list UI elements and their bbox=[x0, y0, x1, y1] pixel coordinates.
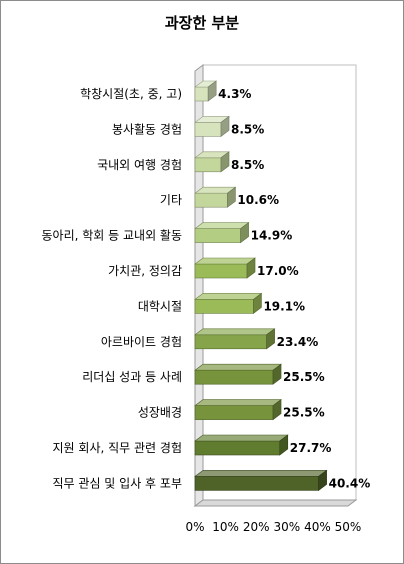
category-label: 성장배경 bbox=[138, 406, 182, 420]
category-label: 직무 관심 및 입사 후 포부 bbox=[53, 476, 182, 490]
value-labels: 4.3% 8.5% 8.5% 10.6% 14.9% 17.0% 19.1% 23.4% 25.… bbox=[218, 87, 370, 490]
bar bbox=[194, 80, 218, 102]
bar-front bbox=[194, 369, 274, 385]
bar-front bbox=[194, 157, 222, 173]
data-label: 19.1% bbox=[263, 299, 305, 313]
category-label: 국내외 여행 경험 bbox=[97, 157, 182, 172]
bar bbox=[194, 363, 282, 385]
bar-end bbox=[272, 363, 282, 385]
bars-group bbox=[194, 80, 328, 491]
bar-end bbox=[246, 257, 256, 279]
bar-front bbox=[194, 228, 241, 243]
bar bbox=[194, 469, 328, 491]
data-label: 25.5% bbox=[283, 406, 325, 420]
x-tick-label: 40% bbox=[304, 520, 331, 534]
bar-end bbox=[227, 186, 236, 208]
x-tick-label: 50% bbox=[335, 520, 362, 534]
bar-top bbox=[194, 328, 276, 336]
bar-end bbox=[279, 434, 289, 456]
chart-title: 과장한 부분 bbox=[165, 14, 239, 32]
bar bbox=[194, 222, 250, 244]
category-label: 동아리, 학회 등 교내외 활동 bbox=[41, 229, 182, 243]
data-label: 4.3% bbox=[218, 87, 251, 101]
data-label: 17.0% bbox=[257, 264, 299, 278]
category-label: 대학시절 bbox=[138, 299, 182, 313]
bar-end bbox=[220, 115, 230, 137]
bar-end bbox=[240, 222, 249, 244]
bar-top bbox=[194, 222, 250, 229]
floor bbox=[193, 499, 358, 507]
bar-end bbox=[266, 328, 275, 350]
category-label: 리더십 성과 등 사례 bbox=[82, 370, 182, 384]
data-label: 10.6% bbox=[237, 193, 279, 207]
bar-front bbox=[194, 334, 267, 350]
bar-front bbox=[194, 122, 222, 137]
bar-top bbox=[194, 470, 328, 477]
x-tick-label: 0% bbox=[185, 520, 204, 534]
x-tick-labels: 0% 10% 20% 30% 40% 50% bbox=[185, 520, 361, 534]
data-label: 8.5% bbox=[231, 122, 264, 136]
data-label: 25.5% bbox=[283, 370, 325, 384]
bar-top bbox=[194, 399, 282, 406]
bar-end bbox=[207, 80, 217, 102]
bar-end bbox=[253, 292, 262, 314]
bar-end bbox=[220, 151, 230, 173]
category-label: 지원 회사, 직무 관련 경험 bbox=[53, 441, 182, 455]
category-label: 기타 bbox=[160, 193, 182, 207]
category-label: 가치관, 정의감 bbox=[108, 264, 182, 278]
data-label: 27.7% bbox=[290, 441, 332, 455]
bar-front bbox=[194, 192, 228, 208]
bar bbox=[194, 186, 237, 208]
data-label: 14.9% bbox=[251, 229, 293, 243]
bar bbox=[194, 257, 256, 279]
bar bbox=[194, 292, 263, 314]
plot-walls bbox=[193, 64, 358, 507]
bar-top bbox=[194, 434, 289, 442]
bar-top bbox=[194, 257, 256, 265]
bar-top bbox=[194, 363, 282, 371]
bar bbox=[194, 328, 276, 350]
x-tick-label: 20% bbox=[243, 520, 270, 534]
bar-end bbox=[318, 469, 327, 491]
bar-front bbox=[194, 299, 254, 314]
bar-front bbox=[194, 476, 319, 491]
data-label: 8.5% bbox=[231, 158, 264, 172]
data-label: 23.4% bbox=[277, 335, 319, 349]
category-label: 봉사활동 경험 bbox=[112, 122, 182, 136]
x-tick-label: 10% bbox=[212, 520, 239, 534]
bar bbox=[194, 151, 230, 173]
bar-top bbox=[194, 293, 263, 300]
x-tick-label: 30% bbox=[273, 520, 300, 534]
category-label: 아르바이트 경험 bbox=[101, 335, 182, 349]
data-label: 40.4% bbox=[329, 476, 371, 490]
category-label: 학창시절(초, 중, 고) bbox=[80, 87, 182, 101]
bar-front bbox=[194, 263, 248, 279]
bar-front bbox=[194, 440, 281, 456]
bar bbox=[194, 434, 289, 456]
bar-end bbox=[272, 399, 282, 421]
bar bbox=[194, 115, 230, 137]
bar bbox=[194, 399, 282, 421]
bar-front bbox=[194, 405, 274, 420]
bar-front bbox=[194, 86, 209, 102]
